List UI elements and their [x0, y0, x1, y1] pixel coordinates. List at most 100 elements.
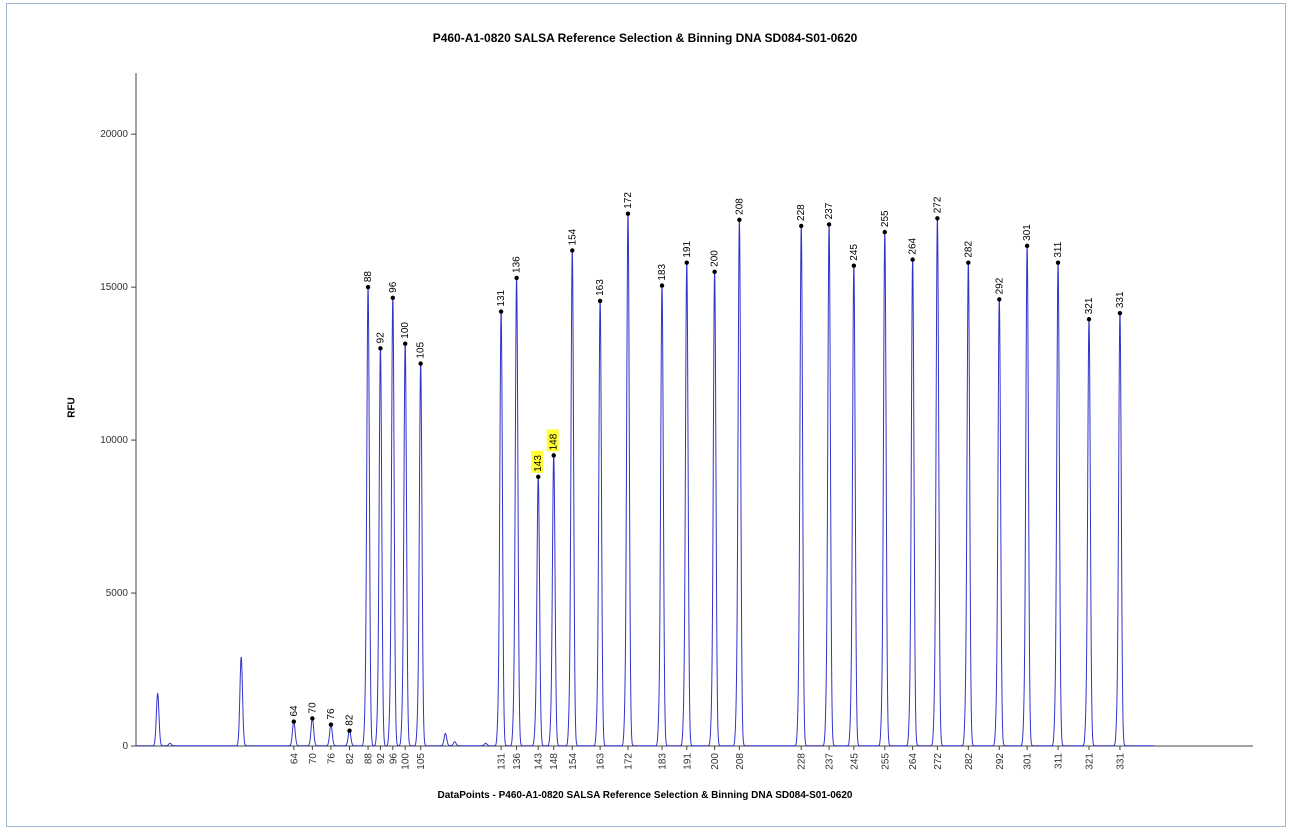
peak-marker [935, 216, 940, 221]
peak-marker [997, 297, 1002, 302]
peak-label: 183 [657, 263, 668, 280]
x-tick-label: 311 [1054, 753, 1065, 769]
x-tick-label: 321 [1085, 753, 1096, 770]
x-tick-label: 228 [797, 753, 808, 770]
x-tick-label: 88 [364, 753, 375, 765]
peak-label: 143 [533, 455, 544, 472]
x-tick-label: 237 [825, 753, 836, 770]
peak-marker [291, 719, 297, 724]
peak-marker [310, 716, 315, 721]
peak-marker [365, 284, 371, 290]
peak-label: 321 [1084, 297, 1095, 314]
y-tick-label: 20000 [100, 129, 128, 140]
peak-label: 200 [710, 250, 721, 267]
peak-marker [536, 474, 541, 479]
x-tick-label: 105 [416, 753, 427, 770]
peak-label: 163 [595, 279, 606, 296]
peak-label: 292 [994, 277, 1005, 294]
peak-marker [684, 260, 689, 265]
peak-marker [966, 260, 971, 265]
peak-marker [1055, 260, 1061, 265]
x-tick-label: 200 [710, 753, 721, 770]
peak-label: 272 [932, 196, 943, 213]
x-tick-label: 92 [376, 753, 387, 765]
peak-label: 76 [326, 708, 337, 720]
y-tick-label: 15000 [100, 282, 128, 293]
peak-label: 64 [289, 705, 300, 717]
x-tick-label: 100 [401, 753, 412, 770]
peak-label: 331 [1115, 291, 1126, 308]
peak-marker [402, 341, 408, 346]
x-tick-label: 264 [908, 753, 919, 770]
x-tick-label: 331 [1115, 753, 1126, 770]
peak-marker [910, 257, 915, 262]
peak-label: 208 [734, 198, 745, 215]
x-tick-label: 154 [568, 753, 579, 770]
x-tick-label: 245 [849, 753, 860, 770]
peak-marker [1117, 310, 1123, 316]
peak-label: 228 [796, 204, 807, 221]
peak-highlight [531, 450, 544, 473]
x-tick-label: 172 [623, 753, 634, 770]
peak-label: 100 [400, 322, 411, 339]
peak-label: 88 [363, 271, 374, 283]
peak-label: 237 [824, 202, 835, 219]
y-tick-label: 5000 [106, 588, 129, 599]
x-tick-label: 143 [534, 753, 545, 770]
x-tick-label: 163 [596, 753, 607, 770]
x-tick-label: 191 [682, 753, 693, 770]
x-tick-label: 183 [658, 753, 669, 770]
peak-highlight [546, 429, 559, 452]
peak-marker [659, 283, 665, 288]
peak-marker [551, 453, 556, 458]
peak-marker [1086, 317, 1092, 322]
x-tick-label: 292 [995, 753, 1006, 770]
peak-marker [570, 248, 575, 253]
peak-label: 70 [307, 702, 318, 714]
peak-marker [799, 223, 804, 229]
peak-marker [882, 229, 887, 235]
peak-label: 264 [908, 237, 919, 254]
peak-label: 311 [1053, 241, 1064, 257]
peak-marker [625, 211, 631, 216]
signal-trace [136, 213, 1154, 747]
y-tick-label: 0 [122, 741, 128, 752]
peak-label: 96 [388, 281, 399, 293]
x-tick-label: 76 [326, 753, 337, 765]
x-tick-label: 96 [388, 753, 399, 765]
chart-title: P460-A1-0820 SALSA Reference Selection &… [432, 31, 858, 45]
peak-marker [712, 269, 717, 275]
y-tick-label: 10000 [100, 435, 128, 446]
peak-marker [418, 361, 423, 366]
peak-marker [328, 722, 334, 727]
x-tick-label: 301 [1023, 753, 1034, 770]
x-tick-label: 148 [549, 753, 560, 770]
x-tick-label: 255 [880, 753, 891, 770]
peak-label: 105 [416, 341, 427, 358]
x-axis-label: DataPoints - P460-A1-0820 SALSA Referenc… [437, 790, 853, 801]
chart-frame [6, 3, 1286, 827]
peak-label: 191 [682, 241, 693, 258]
x-tick-label: 64 [289, 753, 300, 765]
x-tick-label: 208 [735, 753, 746, 770]
peak-label: 154 [567, 228, 578, 245]
peak-label: 255 [880, 210, 891, 227]
peak-marker [826, 222, 832, 227]
x-tick-label: 70 [308, 753, 319, 765]
peak-label: 136 [512, 256, 523, 273]
peak-label: 172 [623, 192, 634, 209]
peak-label: 82 [344, 714, 355, 726]
peak-marker [347, 728, 352, 733]
peak-label: 282 [963, 241, 974, 258]
peak-marker [1024, 243, 1030, 249]
peak-label: 131 [496, 289, 507, 306]
peak-label: 245 [849, 244, 860, 261]
peak-marker [498, 309, 504, 314]
peak-label: 92 [375, 332, 386, 344]
peak-marker [737, 217, 742, 223]
x-tick-label: 282 [964, 753, 975, 770]
x-tick-label: 272 [933, 753, 944, 770]
peak-label: 148 [549, 433, 560, 450]
peak-marker [514, 275, 519, 281]
peak-label: 301 [1022, 224, 1033, 241]
